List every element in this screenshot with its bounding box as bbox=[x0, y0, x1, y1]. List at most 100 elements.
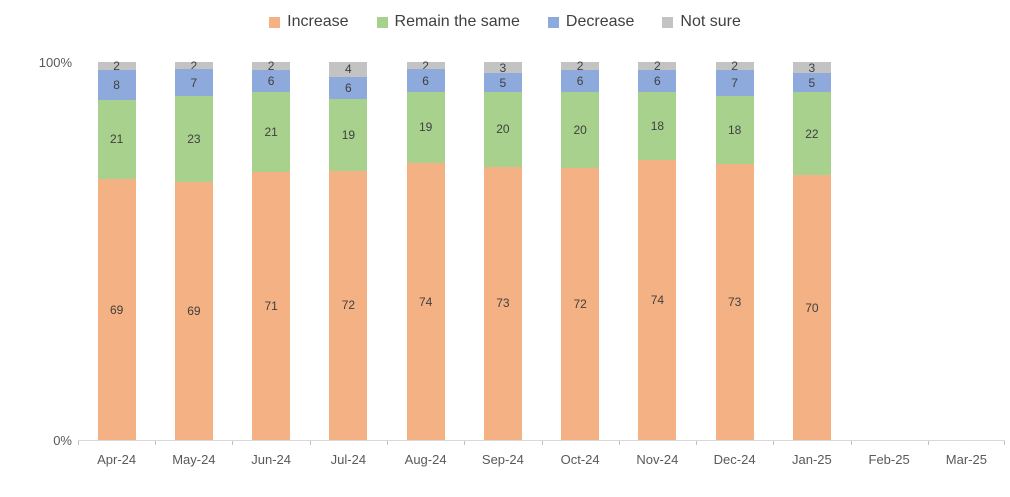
category-column-feb-25 bbox=[851, 62, 928, 440]
bar-segment-increase: 70 bbox=[792, 175, 831, 440]
data-label: 2 bbox=[190, 58, 198, 73]
bar-segment-decrease: 7 bbox=[715, 69, 754, 96]
bar-segment-increase: 74 bbox=[406, 163, 445, 440]
data-label: 6 bbox=[576, 73, 584, 88]
category-column-oct-24: 2 6 20 72 bbox=[542, 60, 619, 440]
stacked-bar: 2 6 21 71 bbox=[252, 60, 291, 440]
bar-segment-not-sure: 3 bbox=[483, 60, 522, 75]
data-label: 72 bbox=[341, 298, 356, 313]
axis-tick bbox=[541, 441, 543, 445]
data-label: 6 bbox=[422, 73, 429, 88]
category-column-jan-25: 3 5 22 70 bbox=[773, 62, 850, 440]
bar-segment-remain-the-same: 20 bbox=[561, 92, 600, 168]
category-column-apr-24: 2 8 21 69 bbox=[78, 58, 155, 440]
category-column-dec-24: 2 7 18 73 bbox=[696, 58, 773, 440]
axis-tick bbox=[695, 441, 697, 445]
data-label: 7 bbox=[731, 75, 738, 90]
bar-segment-decrease: 8 bbox=[97, 69, 136, 100]
x-axis-label-oct-24: Oct-24 bbox=[560, 452, 600, 467]
bar-segment-not-sure: 2 bbox=[252, 60, 291, 72]
category-column-aug-24: 2 6 19 74 bbox=[387, 58, 464, 440]
data-label: 69 bbox=[109, 302, 124, 317]
legend-item-increase: Increase bbox=[269, 13, 349, 31]
category-column-nov-24: 2 6 18 74 bbox=[619, 58, 696, 440]
bar-segment-remain-the-same: 18 bbox=[638, 92, 677, 161]
bar-segment-decrease: 7 bbox=[174, 69, 213, 96]
data-label: 2 bbox=[731, 58, 738, 73]
bar-segment-decrease: 6 bbox=[561, 69, 600, 93]
x-axis-label-may-24: May-24 bbox=[172, 452, 216, 467]
data-label: 74 bbox=[650, 293, 665, 308]
legend-label: Decrease bbox=[565, 13, 635, 30]
data-label: 20 bbox=[496, 122, 510, 137]
bar-segment-decrease: 5 bbox=[483, 73, 522, 92]
data-label: 73 bbox=[727, 295, 742, 309]
axis-tick bbox=[155, 441, 157, 445]
stacked-bar: 2 7 18 73 bbox=[715, 58, 754, 440]
data-label: 22 bbox=[805, 126, 819, 141]
data-label: 20 bbox=[573, 123, 587, 138]
bar-segment-increase: 72 bbox=[561, 167, 600, 440]
data-label: 69 bbox=[187, 303, 201, 318]
data-label: 2 bbox=[113, 58, 120, 73]
stacked-bar: 2 6 18 74 bbox=[638, 58, 677, 440]
data-label: 2 bbox=[654, 58, 661, 73]
x-axis-ticks bbox=[78, 441, 1005, 446]
data-label: 18 bbox=[727, 123, 742, 138]
bar-segment-decrease: 5 bbox=[792, 73, 831, 93]
data-label: 6 bbox=[345, 81, 352, 96]
bar-segment-decrease: 6 bbox=[329, 76, 368, 100]
data-label: 5 bbox=[808, 75, 816, 90]
data-label: 6 bbox=[267, 73, 275, 88]
plot-area: 2 8 21 69 2 7 23 69 2 6 21 71 4 6 19 72 2 6 19 74 3 5 20 73 2 6 20… bbox=[78, 58, 1005, 441]
bar-segment-increase: 71 bbox=[252, 171, 291, 440]
stacked-bar: 4 6 19 72 bbox=[329, 62, 368, 440]
data-label: 6 bbox=[654, 73, 661, 88]
chart-legend: Increase Remain the same Decrease Not sure bbox=[0, 10, 1010, 34]
data-label: 70 bbox=[805, 300, 819, 315]
bar-segment-increase: 69 bbox=[174, 181, 213, 440]
x-axis-label-jan-25: Jan-25 bbox=[792, 452, 832, 467]
bar-segment-not-sure: 2 bbox=[715, 58, 754, 73]
x-axis-label-aug-24: Aug-24 bbox=[404, 452, 447, 467]
legend-item-decrease: Decrease bbox=[547, 13, 635, 31]
legend-swatch-icon bbox=[376, 16, 388, 28]
legend-label: Increase bbox=[287, 13, 349, 30]
data-label: 2 bbox=[422, 58, 429, 73]
bar-segment-increase: 73 bbox=[715, 164, 754, 440]
stacked-bar: 3 5 20 73 bbox=[483, 60, 522, 440]
x-axis-label-jul-24: Jul-24 bbox=[330, 452, 367, 467]
bar-segment-increase: 69 bbox=[97, 179, 136, 440]
data-label: 19 bbox=[418, 120, 433, 135]
stacked-bar: 3 5 22 70 bbox=[792, 62, 831, 440]
y-axis-max-label: 100% bbox=[38, 55, 72, 70]
x-axis-label-mar-25: Mar-25 bbox=[945, 452, 987, 467]
bar-segment-decrease: 6 bbox=[638, 69, 677, 93]
bar-segment-remain-the-same: 23 bbox=[174, 95, 213, 182]
stacked-bar: 2 6 19 74 bbox=[406, 58, 445, 440]
legend-swatch-icon bbox=[269, 16, 281, 28]
bar-segment-not-sure: 3 bbox=[792, 62, 831, 74]
axis-tick bbox=[386, 441, 388, 445]
axis-tick bbox=[618, 441, 620, 445]
x-axis-label-apr-24: Apr-24 bbox=[97, 452, 137, 467]
data-label: 74 bbox=[418, 294, 433, 309]
x-axis-label-nov-24: Nov-24 bbox=[636, 452, 679, 467]
category-column-sep-24: 3 5 20 73 bbox=[464, 62, 541, 440]
data-label: 3 bbox=[499, 60, 507, 75]
data-label: 72 bbox=[573, 296, 587, 311]
bar-segment-remain-the-same: 18 bbox=[715, 96, 754, 165]
category-column-mar-25 bbox=[928, 62, 1005, 440]
data-label: 18 bbox=[650, 119, 665, 134]
stacked-bar: 2 8 21 69 bbox=[97, 58, 136, 440]
legend-item-not-sure: Not sure bbox=[662, 13, 741, 31]
bar-segment-not-sure: 2 bbox=[638, 58, 677, 73]
bar-segment-decrease: 6 bbox=[252, 69, 291, 93]
category-column-jul-24: 4 6 19 72 bbox=[310, 62, 387, 440]
category-column-jun-24: 2 6 21 71 bbox=[233, 60, 310, 440]
x-axis-label-sep-24: Sep-24 bbox=[481, 452, 524, 467]
axis-tick bbox=[232, 441, 234, 445]
bar-segment-remain-the-same: 21 bbox=[97, 99, 136, 180]
data-label: 23 bbox=[187, 131, 201, 146]
